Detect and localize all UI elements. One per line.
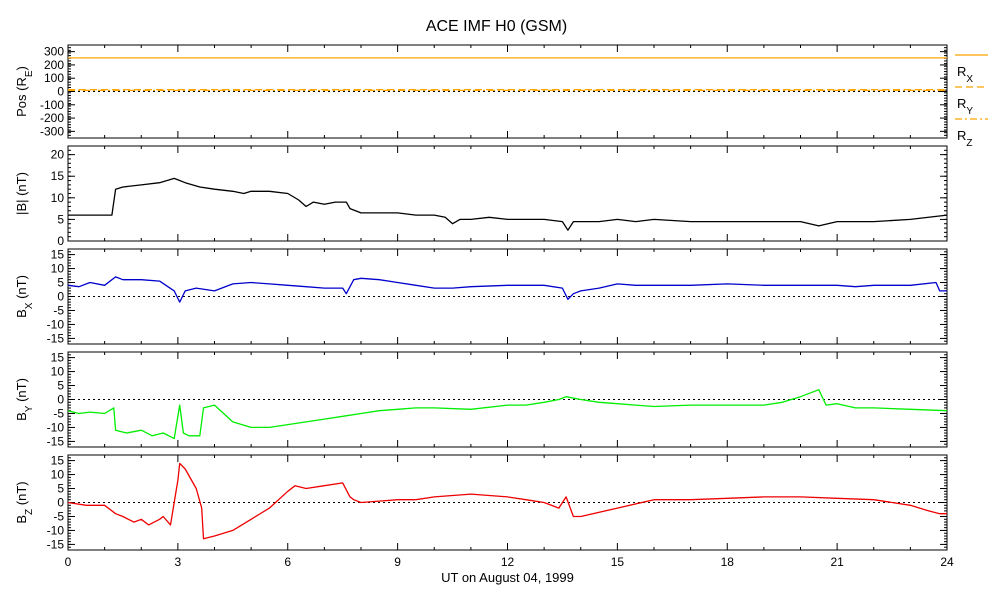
y-axis-label-main: |B| (nT) bbox=[14, 172, 29, 215]
y-tick-label: 200 bbox=[44, 58, 64, 72]
y-axis-label-main: B bbox=[14, 309, 29, 318]
y-tick-label: 10 bbox=[51, 468, 65, 482]
y-tick-label: -300 bbox=[40, 124, 64, 138]
y-axis-label-tail: (nT) bbox=[14, 275, 29, 302]
y-tick-label: 15 bbox=[51, 169, 65, 183]
y-tick-label: 5 bbox=[57, 379, 64, 393]
series-line-bz bbox=[67, 462, 947, 540]
y-axis-label-sub: Z bbox=[24, 509, 35, 515]
y-tick-label: -10 bbox=[47, 420, 65, 434]
y-axis-label-main: B bbox=[14, 515, 29, 524]
y-axis-label-main: B bbox=[14, 412, 29, 421]
x-tick-label: 21 bbox=[830, 555, 844, 569]
series-line-by bbox=[67, 389, 948, 440]
y-axis-label: BX (nT) bbox=[14, 275, 35, 318]
y-tick-label: -5 bbox=[53, 509, 64, 523]
y-tick-label: 10 bbox=[51, 262, 65, 276]
y-tick-label: 0 bbox=[57, 85, 64, 99]
y-axis-label-sub: Y bbox=[24, 405, 35, 412]
y-tick-label: 10 bbox=[51, 365, 65, 379]
legend-label: RZ bbox=[957, 128, 973, 149]
y-tick-label: -15 bbox=[47, 331, 65, 345]
series-line-bmag bbox=[68, 177, 948, 231]
y-axis-label-tail: (nT) bbox=[14, 481, 29, 508]
y-axis-label: Pos (RE) bbox=[14, 66, 35, 117]
legend-label-main: R bbox=[957, 96, 966, 111]
panel-frame bbox=[67, 145, 948, 242]
x-tick-label: 12 bbox=[501, 555, 515, 569]
chart-title: ACE IMF H0 (GSM) bbox=[425, 18, 568, 35]
y-axis-label: BY (nT) bbox=[14, 378, 35, 421]
x-tick-label: 18 bbox=[721, 555, 735, 569]
legend-label-main: R bbox=[957, 64, 966, 79]
x-tick-label: 6 bbox=[284, 555, 291, 569]
series-line-bx bbox=[67, 276, 947, 303]
y-axis-label: |B| (nT) bbox=[14, 172, 29, 215]
x-tick-label: 3 bbox=[175, 555, 182, 569]
y-axis-label-main: Pos (R bbox=[14, 77, 29, 117]
legend-label: RX bbox=[957, 64, 973, 85]
y-tick-label: -15 bbox=[47, 434, 65, 448]
y-tick-label: 0 bbox=[57, 393, 64, 407]
y-tick-label: -100 bbox=[40, 98, 64, 112]
y-tick-label: 15 bbox=[51, 454, 65, 468]
x-tick-label: 9 bbox=[394, 555, 401, 569]
legend-label-sub: Z bbox=[966, 138, 972, 149]
legend-label: RY bbox=[957, 96, 973, 117]
y-axis-label: BZ (nT) bbox=[14, 481, 35, 523]
x-tick-label: 0 bbox=[65, 555, 72, 569]
y-tick-label: 5 bbox=[57, 212, 64, 226]
y-axis-label-tail: (nT) bbox=[14, 378, 29, 405]
x-axis-label: UT on August 04, 1999 bbox=[441, 570, 574, 585]
y-axis-label-sub: X bbox=[24, 302, 35, 309]
x-tick-label: 24 bbox=[940, 555, 954, 569]
x-tick-label: 15 bbox=[611, 555, 625, 569]
y-tick-label: 0 bbox=[57, 496, 64, 510]
y-tick-label: 5 bbox=[57, 482, 64, 496]
y-tick-label: 0 bbox=[57, 234, 64, 248]
y-axis-label-sub: E bbox=[24, 70, 35, 77]
legend-label-main: R bbox=[957, 128, 966, 143]
y-tick-label: 15 bbox=[51, 351, 65, 365]
y-tick-label: 15 bbox=[51, 248, 65, 262]
y-tick-label: -200 bbox=[40, 111, 64, 125]
y-tick-label: -5 bbox=[53, 303, 64, 317]
y-tick-label: -10 bbox=[47, 317, 65, 331]
y-tick-label: 20 bbox=[51, 148, 65, 162]
y-tick-label: 300 bbox=[44, 45, 64, 59]
legend-label-sub: Y bbox=[966, 106, 973, 117]
y-tick-label: 0 bbox=[57, 290, 64, 304]
panel-bmag: 0 5 10 15 20 |B| (nT) bbox=[14, 145, 948, 248]
y-tick-label: -15 bbox=[47, 537, 65, 551]
legend-label-sub: X bbox=[966, 74, 973, 85]
y-tick-label: 5 bbox=[57, 276, 64, 290]
y-tick-label: 10 bbox=[51, 191, 65, 205]
y-tick-label: -10 bbox=[47, 523, 65, 537]
y-axis-label-tail: ) bbox=[14, 66, 29, 70]
y-tick-label: 100 bbox=[44, 71, 64, 85]
y-tick-label: -5 bbox=[53, 406, 64, 420]
